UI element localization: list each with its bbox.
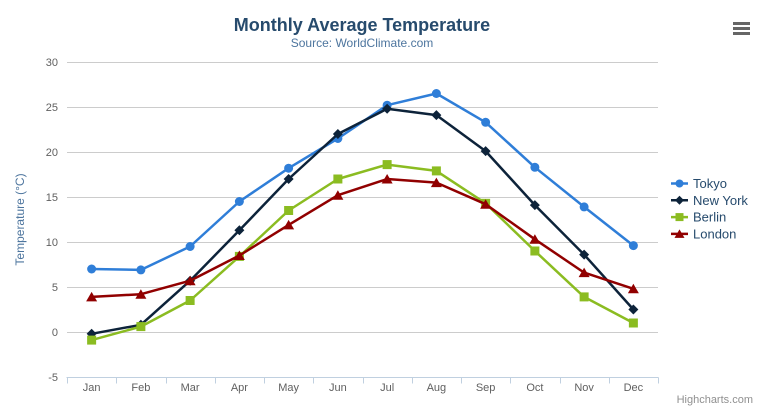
menu-bar — [733, 22, 750, 25]
x-axis-label: Jul — [380, 382, 394, 394]
x-axis-label: Nov — [574, 382, 594, 394]
chart-title: Monthly Average Temperature — [234, 15, 490, 35]
circle-icon — [675, 179, 684, 188]
series-line — [90, 163, 635, 342]
square-marker — [185, 296, 195, 305]
x-axis-label: Jan — [83, 382, 101, 394]
square-marker — [136, 322, 146, 332]
credits-link[interactable]: Highcharts.com — [677, 394, 753, 406]
circle-marker — [628, 241, 638, 251]
diamond-marker — [529, 200, 540, 211]
legend-item-berlin[interactable]: Berlin — [671, 210, 726, 225]
y-axis-label: 10 — [46, 237, 58, 249]
y-axis-label: -5 — [48, 372, 58, 384]
series-tokyo[interactable] — [87, 89, 638, 275]
triangle-marker — [430, 177, 442, 188]
square-marker — [579, 292, 589, 302]
triangle-marker — [283, 219, 295, 230]
square-marker — [333, 174, 343, 184]
y-axis-label: 5 — [52, 282, 58, 294]
diamond-icon — [675, 195, 684, 205]
legend-label: New York — [693, 193, 748, 208]
triangle-marker — [86, 291, 98, 302]
triangle-marker — [135, 289, 147, 299]
gridlines — [67, 62, 658, 378]
square-marker — [530, 246, 540, 256]
square-marker — [628, 318, 638, 328]
circle-marker — [87, 264, 97, 274]
square-marker — [382, 160, 392, 170]
legend-item-new-york[interactable]: New York — [671, 193, 748, 208]
x-axis-label: Sep — [476, 382, 496, 394]
series-layer — [86, 89, 639, 345]
diamond-marker — [431, 110, 442, 121]
series-line — [90, 92, 635, 272]
y-axis-label: 15 — [46, 192, 58, 204]
diamond-marker — [382, 103, 393, 114]
circle-marker — [284, 163, 294, 173]
diamond-marker — [579, 249, 590, 260]
diamond-marker — [628, 304, 639, 315]
x-axis-label: Jun — [329, 382, 347, 394]
circle-marker — [579, 202, 589, 212]
series-line — [90, 107, 635, 336]
chart-subtitle: Source: WorldClimate.com — [291, 36, 434, 50]
circle-marker — [234, 197, 244, 206]
triangle-icon — [674, 229, 685, 238]
y-axis-title: Temperature (°C) — [13, 173, 27, 265]
y-axis-label: 0 — [52, 327, 58, 339]
series-london[interactable] — [86, 174, 639, 302]
legend-item-london[interactable]: London — [671, 226, 736, 241]
triangle-marker — [184, 275, 196, 286]
hamburger-menu-icon[interactable] — [733, 22, 750, 35]
x-axis-label: May — [278, 382, 299, 394]
square-marker — [284, 206, 294, 215]
triangle-marker — [627, 283, 639, 294]
circle-marker — [530, 162, 540, 172]
circle-marker — [431, 89, 441, 98]
triangle-marker — [381, 174, 393, 184]
legend-item-tokyo[interactable]: Tokyo — [671, 176, 727, 191]
x-axis-label: Aug — [427, 382, 447, 394]
y-axis-label: 25 — [46, 102, 58, 114]
y-axis-label: 20 — [46, 147, 58, 159]
triangle-marker — [480, 199, 492, 209]
series-line — [90, 177, 635, 299]
triangle-marker — [332, 190, 344, 200]
series-new-york[interactable] — [86, 103, 639, 339]
triangle-marker — [233, 250, 245, 260]
circle-marker — [185, 242, 195, 251]
x-axis-label: Mar — [181, 382, 200, 394]
triangle-marker — [578, 267, 590, 278]
diamond-marker — [480, 146, 491, 157]
circle-marker — [481, 117, 491, 127]
diamond-marker — [234, 225, 245, 236]
axes: -5 0 5 10 15 20 25 30 Jan Feb Mar Apr May Jun Jul Aug Se… — [13, 57, 659, 394]
x-axis-label: Dec — [624, 382, 644, 394]
triangle-marker — [529, 234, 541, 244]
x-axis-label: Oct — [526, 382, 543, 394]
menu-bar — [733, 27, 750, 30]
square-marker — [87, 335, 97, 345]
legend-label: London — [693, 226, 736, 241]
legend-label: Tokyo — [693, 176, 727, 191]
square-icon — [675, 213, 684, 222]
legend-label: Berlin — [693, 210, 726, 225]
x-axis-label: Feb — [131, 382, 150, 394]
menu-bar — [733, 32, 750, 35]
diamond-marker — [332, 129, 343, 139]
circle-marker — [136, 265, 146, 275]
x-axis-label: Apr — [231, 382, 248, 394]
y-axis-label: 30 — [46, 57, 58, 69]
square-marker — [431, 166, 441, 176]
diamond-marker — [283, 174, 294, 184]
